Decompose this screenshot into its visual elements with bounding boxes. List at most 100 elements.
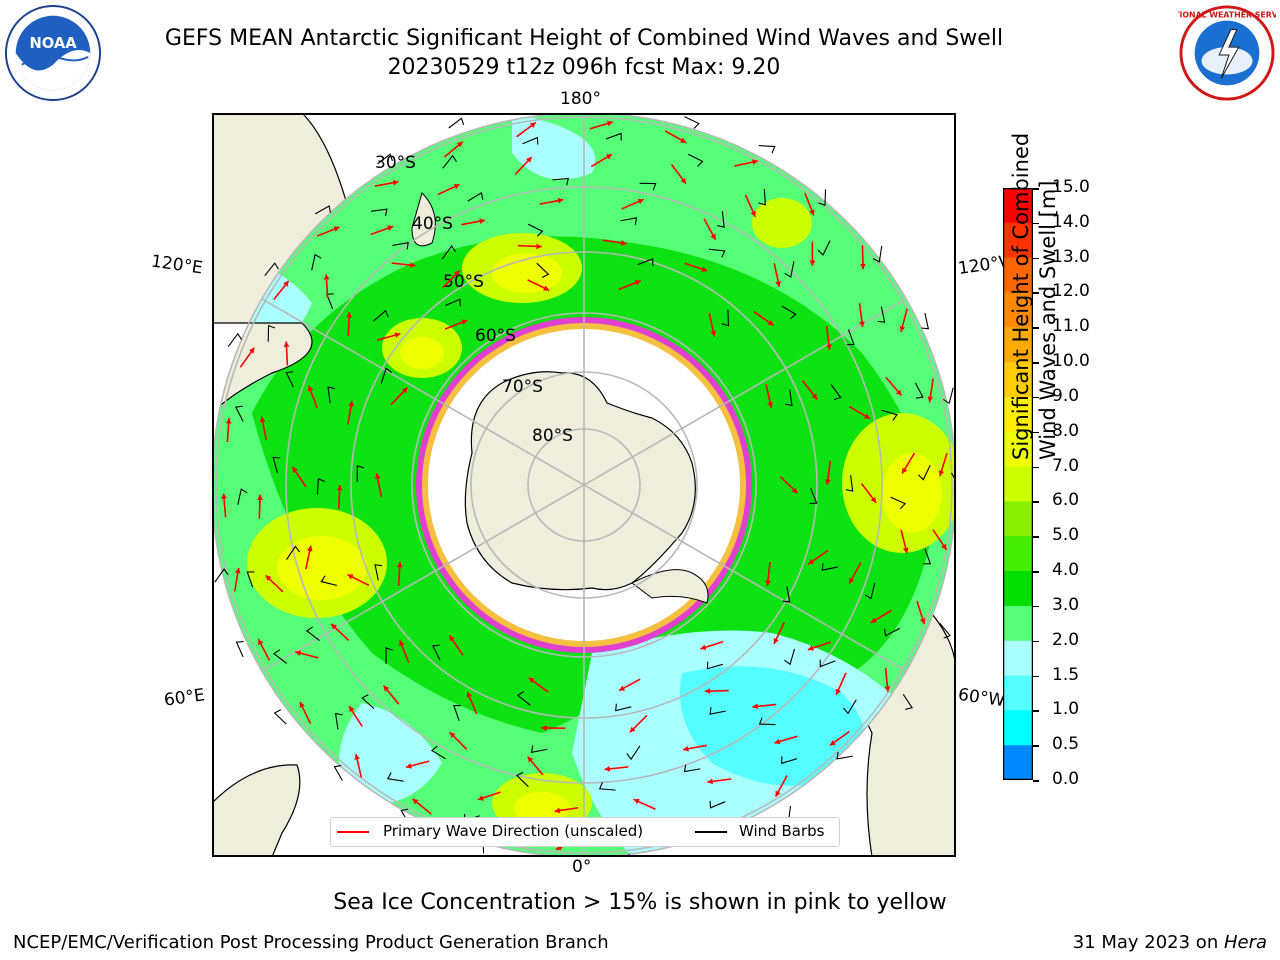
colorbar-bin [1003, 501, 1033, 537]
colorbar-tick-label: 7.0 [1052, 455, 1080, 476]
wave-direction-arrowhead [902, 547, 909, 554]
chart-subtitle: 20230529 t12z 096h fcst Max: 9.20 [387, 55, 781, 80]
wave-direction-arrowhead [333, 226, 340, 232]
wave-direction-arrowhead [306, 545, 313, 552]
colorbar-tick [1033, 605, 1039, 608]
colorbar-tick [1033, 780, 1039, 782]
wave-direction-arrowhead [477, 795, 484, 801]
wave-direction-arrowhead [461, 319, 468, 325]
graticule [212, 113, 956, 857]
colorbar-tick [1033, 675, 1039, 678]
wave-direction-arrowhead [283, 280, 289, 287]
wind-barb [758, 145, 776, 154]
wind-barb [943, 387, 954, 405]
lon-label-60w: 60°W [956, 684, 1007, 712]
noaa-logo: NOAA [4, 4, 102, 102]
colorbar-tick-label: 3.0 [1052, 594, 1080, 615]
wave-direction-arrowhead [606, 120, 613, 127]
wind-barb [758, 717, 776, 726]
colorbar-tick-label: 6.0 [1052, 490, 1080, 511]
wind-barb [314, 205, 331, 215]
wind-barb [227, 332, 243, 347]
wind-barb [615, 703, 632, 712]
wave-direction-arrowhead [809, 260, 816, 266]
colorbar-tick [1033, 327, 1039, 329]
nws-logo: NATIONAL WEATHER SERVICE [1178, 5, 1276, 101]
wave-direction-arrowhead [765, 580, 771, 586]
map-legend: Primary Wave Direction (unscaled) Wind B… [330, 817, 840, 847]
wave-direction-arrowhead [257, 494, 263, 501]
colorbar-tick-label: 13.0 [1052, 246, 1090, 267]
lat-label-60s: 60°S [475, 326, 516, 346]
colorbar-bin [1003, 292, 1033, 328]
wave-direction-arrowhead [637, 198, 644, 205]
wave-direction-arrowhead [809, 209, 815, 216]
wave-direction-arrowhead [605, 154, 612, 160]
colorbar-tick-label: 10.0 [1052, 351, 1090, 372]
wind-barb [272, 456, 281, 474]
wind-barb [286, 545, 301, 561]
wave-direction-arrowhead [466, 691, 473, 698]
wind-barb [784, 261, 795, 278]
wind-barb [386, 772, 404, 782]
colorbar-tick-label: 2.0 [1052, 629, 1080, 650]
wind-barb [392, 242, 409, 250]
colorbar-tick [1033, 396, 1039, 399]
colorbar-tick [1033, 710, 1039, 712]
colorbar-bin [1003, 466, 1033, 502]
wave-direction-arrowhead [258, 639, 264, 646]
lat-label-30s: 30°S [375, 153, 416, 173]
colorbar-tick [1033, 431, 1039, 434]
colorbar-tick-label: 0.5 [1052, 734, 1080, 755]
colorbar-bin [1003, 431, 1033, 468]
wind-barb [830, 384, 842, 401]
wave-direction-arrowhead [349, 706, 355, 713]
wind-barb [687, 153, 704, 167]
colorbar-bin [1003, 188, 1033, 224]
wind-barb [516, 691, 531, 706]
wave-direction-arrowhead [456, 141, 463, 148]
colorbar-tick-label: 15.0 [1052, 177, 1090, 197]
wave-direction-arrowhead [710, 233, 716, 240]
wind-barb [914, 382, 924, 399]
wave-direction-arrowhead [710, 330, 717, 337]
colorbar-bin [1003, 327, 1033, 363]
wave-direction-arrowhead [633, 798, 640, 805]
wave-direction-arrowhead [791, 487, 798, 494]
wave-direction-arrowhead [884, 686, 891, 692]
colorbar-bin [1003, 362, 1033, 398]
wind-barb [380, 367, 393, 384]
colorbar-tick [1033, 501, 1039, 503]
wave-direction-arrowhead [919, 618, 926, 625]
wave-direction-arrowhead [634, 279, 641, 286]
colorbar-tick [1033, 640, 1039, 643]
noaa-logo-text: NOAA [29, 35, 77, 52]
wind-barb [809, 488, 818, 505]
wind-barb [430, 745, 446, 760]
wave-direction-arrowhead [902, 467, 908, 474]
footer-date: 31 May 2023 on Hera [1073, 932, 1267, 953]
wave-direction-arrowhead [348, 400, 354, 407]
wave-direction-arrowhead [700, 644, 707, 651]
wind-barb [448, 117, 465, 129]
legend-wind-barbs: Wind Barbs [739, 822, 825, 840]
wind-barb [442, 154, 457, 169]
colorbar-tick-label: 8.0 [1052, 420, 1080, 441]
wave-direction-arrowhead [225, 418, 232, 424]
footer-host: Hera [1223, 932, 1267, 953]
wind-barb [441, 245, 457, 260]
wave-direction-arrowhead [401, 387, 408, 394]
wind-barb [883, 627, 901, 637]
wave-direction-arrowhead [374, 473, 381, 479]
wave-direction-arrowhead [383, 685, 390, 692]
wave-direction-arrowhead [864, 413, 871, 419]
lat-label-40s: 40°S [412, 214, 453, 234]
wave-direction-arrowhead [336, 485, 343, 491]
wave-direction-arrowhead [870, 496, 877, 503]
wind-barb [522, 136, 539, 145]
colorbar [1003, 188, 1033, 780]
colorbar-bin [1003, 222, 1033, 259]
colorbar-tick-label: 1.0 [1052, 699, 1080, 720]
colorbar-tick [1033, 222, 1039, 225]
wind-barb [845, 475, 854, 492]
